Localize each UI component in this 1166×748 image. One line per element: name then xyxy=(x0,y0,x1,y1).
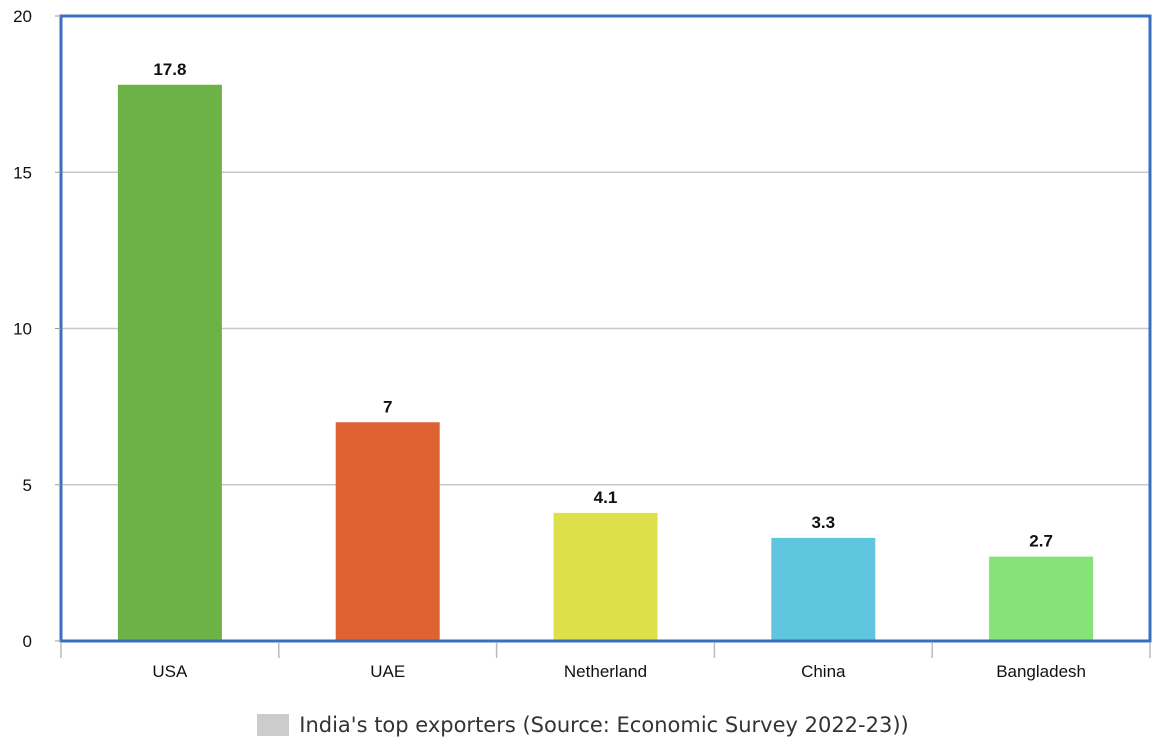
y-tick-label: 5 xyxy=(23,476,32,495)
x-axis-ticks: USA UAE Netherland China Bangladesh xyxy=(60,643,1151,681)
bar-bangladesh xyxy=(989,556,1094,641)
legend: India's top exporters (Source: Economic … xyxy=(0,713,1166,737)
y-axis-ticks: 0 5 10 15 20 xyxy=(13,7,61,651)
x-tick-label: Bangladesh xyxy=(996,662,1086,681)
y-tick-label: 20 xyxy=(13,7,32,26)
bars xyxy=(117,84,1094,641)
bar-uae xyxy=(335,422,440,641)
y-tick-label: 10 xyxy=(13,320,32,339)
legend-label: India's top exporters (Source: Economic … xyxy=(299,713,909,737)
data-label: 7 xyxy=(383,397,392,416)
gridlines xyxy=(61,171,1150,486)
y-tick-label: 0 xyxy=(23,632,32,651)
x-tick-label: UAE xyxy=(370,662,405,681)
data-label: 3.3 xyxy=(811,513,835,532)
bar-china xyxy=(771,537,876,641)
data-labels: 17.8 7 4.1 3.3 2.7 xyxy=(153,60,1053,551)
x-tick-label: China xyxy=(801,662,846,681)
x-tick-label: USA xyxy=(152,662,188,681)
x-tick-label: Netherland xyxy=(564,662,647,681)
data-label: 4.1 xyxy=(594,488,618,507)
data-label: 17.8 xyxy=(153,60,186,79)
y-tick-label: 15 xyxy=(13,163,32,182)
bar-netherland xyxy=(553,512,658,641)
legend-swatch xyxy=(257,714,290,736)
bar-usa xyxy=(117,84,222,641)
data-label: 2.7 xyxy=(1029,532,1053,551)
